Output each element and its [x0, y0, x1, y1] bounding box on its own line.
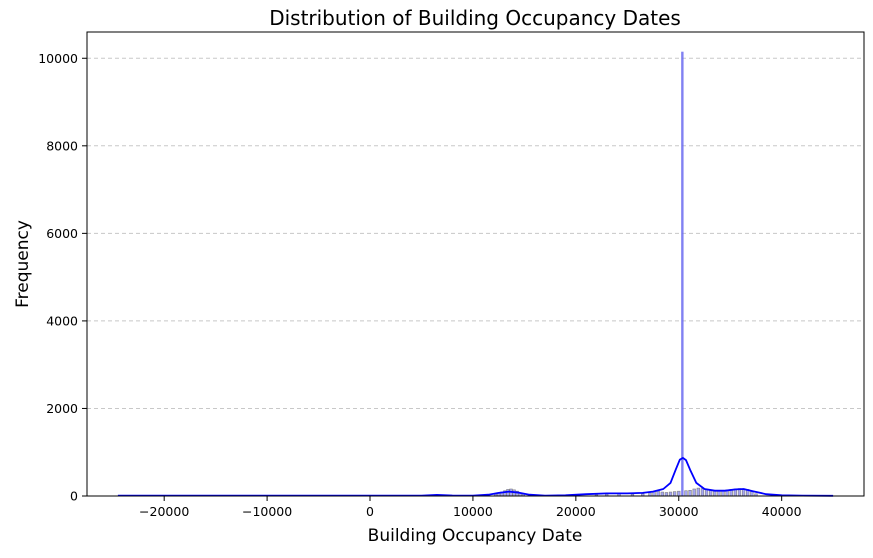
x-tick-label-1: −10000 [242, 504, 292, 519]
y-axis-ticks: 0 2000 4000 6000 8000 10000 [38, 51, 87, 504]
histogram-bar-23 [684, 490, 688, 497]
y-tick-label-1: 2000 [46, 401, 78, 416]
x-tick-label-6: 40000 [762, 504, 802, 519]
y-tick-label-0: 0 [70, 489, 78, 504]
kde-curve-group [117, 456, 834, 497]
y-tick-label-4: 8000 [46, 138, 78, 153]
histogram-bar-27 [700, 488, 705, 497]
x-tick-label-3: 10000 [453, 504, 493, 519]
x-tick-label-2: 0 [366, 504, 374, 519]
histogram-bar-39 [750, 491, 754, 497]
x-tick-label-5: 30000 [659, 504, 699, 519]
chart-title: Distribution of Building Occupancy Dates [269, 6, 681, 30]
histogram-bar-28 [704, 489, 709, 497]
x-axis-label: Building Occupancy Date [368, 526, 583, 546]
y-tick-label-3: 6000 [46, 226, 78, 241]
y-tick-label-2: 4000 [46, 313, 78, 328]
histogram-bar-20 [668, 491, 673, 497]
histogram-bars [493, 51, 758, 497]
histogram-bar-17 [656, 490, 660, 497]
plot-frame [86, 31, 865, 497]
histogram-bar-24 [688, 490, 692, 497]
x-axis-ticks: −20000 −10000 0 10000 20000 30000 40000 [139, 496, 802, 519]
kde-curve [117, 456, 834, 497]
histogram-spike-bar [681, 51, 684, 496]
histogram-bar-25 [692, 488, 696, 497]
y-tick-label-5: 10000 [38, 51, 78, 66]
histogram-bar-19 [664, 492, 669, 497]
histogram-bar-18 [660, 491, 664, 497]
y-axis-label: Frequency [13, 220, 33, 308]
x-tick-label-0: −20000 [139, 504, 189, 519]
histogram-bar-26 [696, 487, 700, 497]
histogram-bar-21 [673, 491, 677, 497]
x-tick-label-4: 20000 [556, 504, 596, 519]
histogram-bar-22 [677, 490, 681, 497]
grid-lines [87, 57, 864, 409]
